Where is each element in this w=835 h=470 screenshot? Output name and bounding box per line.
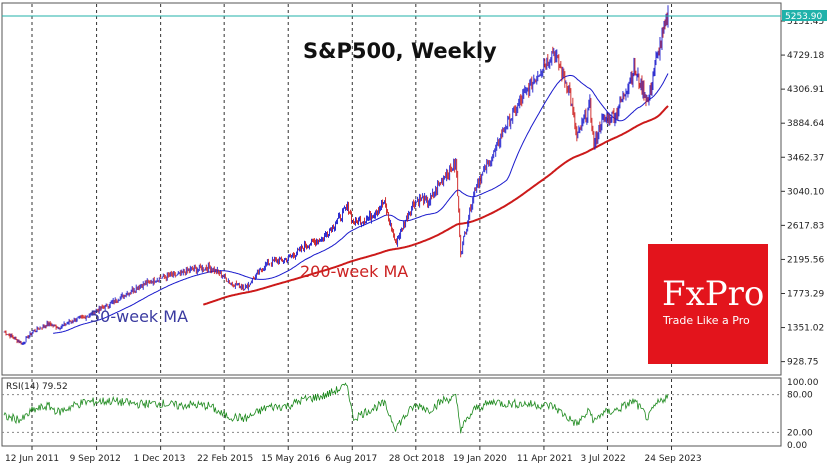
y-tick-label: 3040.10 — [787, 187, 824, 197]
y-tick-label: 1773.29 — [787, 289, 824, 299]
x-tick-label: 15 May 2016 — [261, 454, 320, 464]
y-tick-label: 928.75 — [787, 358, 819, 368]
y-tick-label: 4306.91 — [787, 85, 824, 95]
x-tick-label: 1 Dec 2013 — [134, 454, 186, 464]
ma50-line — [53, 73, 669, 334]
fxpro-logo: FxPro Trade Like a Pro — [648, 244, 768, 364]
rsi-axis: 100.00 80.00 20.00 0.00 — [787, 378, 819, 451]
logo-name: FxPro — [662, 274, 764, 314]
rsi-label: RSI(14) 79.52 — [6, 382, 68, 392]
rsi-tick-label: 0.00 — [787, 441, 807, 451]
last-price-badge — [782, 10, 827, 21]
rsi-panel-frame — [1, 377, 782, 447]
y-tick-label: 4729.18 — [787, 51, 824, 61]
y-tick-label: 3462.37 — [787, 153, 824, 163]
price-panel-frame — [1, 2, 782, 376]
x-tick-label: 28 Oct 2018 — [389, 454, 445, 464]
y-tick-label: 5151.45 — [787, 17, 824, 27]
rsi-tick-label: 20.00 — [787, 428, 813, 438]
y-tick-label: 1351.02 — [787, 324, 824, 334]
y-tick-label: 2617.83 — [787, 221, 824, 231]
rsi-line — [3, 382, 669, 434]
price-axis: 5151.45 4729.18 4306.91 3884.64 3462.37 3040.… — [781, 17, 824, 368]
x-tick-label: 22 Feb 2015 — [197, 454, 253, 464]
x-tick-label: 24 Sep 2023 — [645, 454, 702, 464]
y-tick-label: 2195.56 — [787, 255, 824, 265]
x-tick-label: 11 Apr 2021 — [517, 454, 573, 464]
ma200-line-layer — [202, 105, 669, 306]
rsi-tick-label: 80.00 — [787, 391, 813, 401]
rsi-line-layer — [3, 382, 669, 434]
x-tick-label: 6 Aug 2017 — [325, 454, 377, 464]
rsi-tick-label: 100.00 — [787, 378, 819, 388]
ma50-label: 50-week MA — [90, 307, 188, 326]
x-tick-label: 19 Jan 2020 — [453, 454, 507, 464]
chart-title: S&P500, Weekly — [303, 39, 497, 63]
candles-layer — [3, 5, 669, 346]
y-tick-label: 3884.64 — [787, 119, 824, 129]
x-tick-label: 12 Jun 2011 — [5, 454, 59, 464]
x-tick-label: 9 Sep 2012 — [70, 454, 121, 464]
vertical-gridlines — [31, 4, 673, 445]
x-tick-label: 3 Jul 2022 — [580, 454, 625, 464]
time-axis: 12 Jun 2011 9 Sep 2012 1 Dec 2013 22 Feb 20… — [5, 446, 702, 464]
ma200-line — [202, 105, 669, 306]
ma200-label: 200-week MA — [300, 262, 408, 281]
ma50-line-layer — [53, 73, 669, 334]
last-price-label: 5253.90 — [785, 12, 822, 22]
logo-box — [648, 244, 768, 364]
logo-tagline: Trade Like a Pro — [662, 314, 750, 327]
